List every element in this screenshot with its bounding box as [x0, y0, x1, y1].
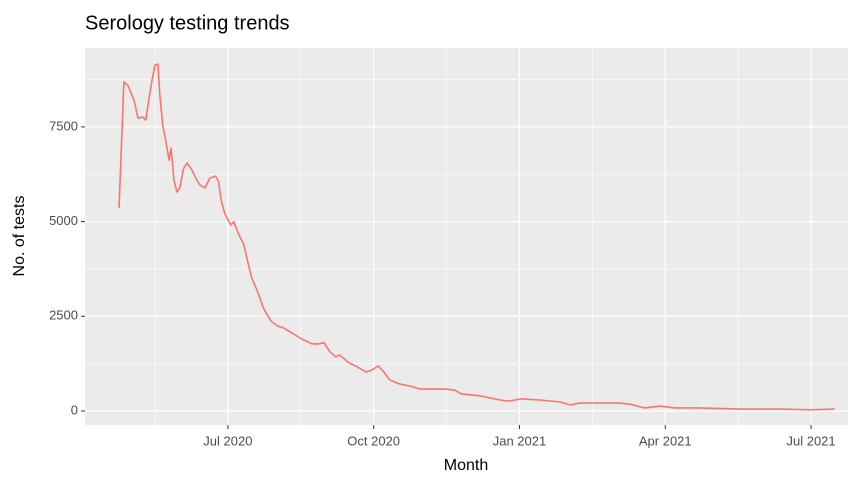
y-tick-label: 2500	[49, 308, 78, 323]
x-tick-label: Jan 2021	[493, 433, 547, 448]
x-tick-label: Jul 2020	[203, 433, 252, 448]
y-tick-label: 0	[71, 402, 78, 417]
chart-title: Serology testing trends	[85, 12, 290, 34]
x-tick-label: Oct 2020	[347, 433, 400, 448]
plot-panel	[85, 48, 848, 425]
x-tick-label: Jul 2021	[786, 433, 835, 448]
x-tick-label: Apr 2021	[639, 433, 692, 448]
y-tick-label: 7500	[49, 118, 78, 133]
x-axis-label: Month	[444, 457, 488, 474]
y-axis-label: No. of tests	[11, 196, 28, 277]
line-series	[118, 63, 835, 411]
y-tick-label: 5000	[49, 213, 78, 228]
